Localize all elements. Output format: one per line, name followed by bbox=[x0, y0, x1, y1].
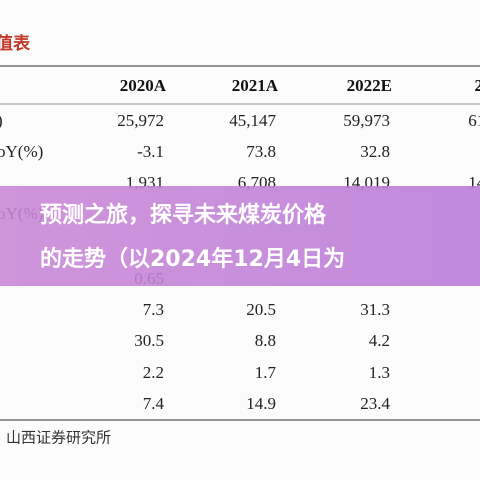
table-cell: 1.3 bbox=[369, 363, 390, 382]
overlay-text: 的走势（以2024年12月4日为 bbox=[40, 246, 345, 272]
table-cell: 45,147 bbox=[229, 111, 276, 130]
table-cell: 1.7 bbox=[255, 363, 277, 382]
table-cell: 32.8 bbox=[360, 142, 390, 161]
table-title: 值表 bbox=[0, 33, 31, 54]
column-header: 2020A bbox=[120, 76, 167, 95]
source: 山西证券研究所 bbox=[6, 429, 111, 447]
table-cell: 7.3 bbox=[143, 300, 164, 319]
table-cell: 59,973 bbox=[343, 111, 390, 130]
table-cell: 14.9 bbox=[246, 394, 276, 413]
table-cell: 2.2 bbox=[143, 363, 164, 382]
overlay-banner bbox=[0, 186, 480, 286]
column-header: 2021A bbox=[232, 76, 279, 95]
overlay-text: 预测之旅，探寻未来煤炭价格 bbox=[40, 202, 327, 228]
table-cell: 73.8 bbox=[246, 142, 276, 161]
table-cell: 61,8 bbox=[468, 111, 480, 130]
table-cell: 25,972 bbox=[117, 111, 164, 130]
table-cell: 7.4 bbox=[143, 394, 165, 413]
table-cell: 20.5 bbox=[246, 300, 276, 319]
table-cell: -3.1 bbox=[137, 142, 164, 161]
table: 2020A 2021A 2022E 202) 25,972 45,147 59,973 61,… bbox=[0, 76, 480, 413]
column-header: 202 bbox=[475, 76, 480, 95]
table-cell: 4.2 bbox=[369, 331, 390, 350]
row-label: oY(%) bbox=[0, 142, 43, 161]
table-cell: 8.8 bbox=[255, 331, 276, 350]
table-cell: 31.3 bbox=[360, 300, 390, 319]
table-cell: 23.4 bbox=[360, 394, 390, 413]
table-cell: 30.5 bbox=[134, 331, 164, 350]
column-header: 2022E bbox=[347, 76, 392, 95]
row-label: ) bbox=[0, 111, 3, 130]
table-cell: 14,2 bbox=[468, 173, 480, 192]
